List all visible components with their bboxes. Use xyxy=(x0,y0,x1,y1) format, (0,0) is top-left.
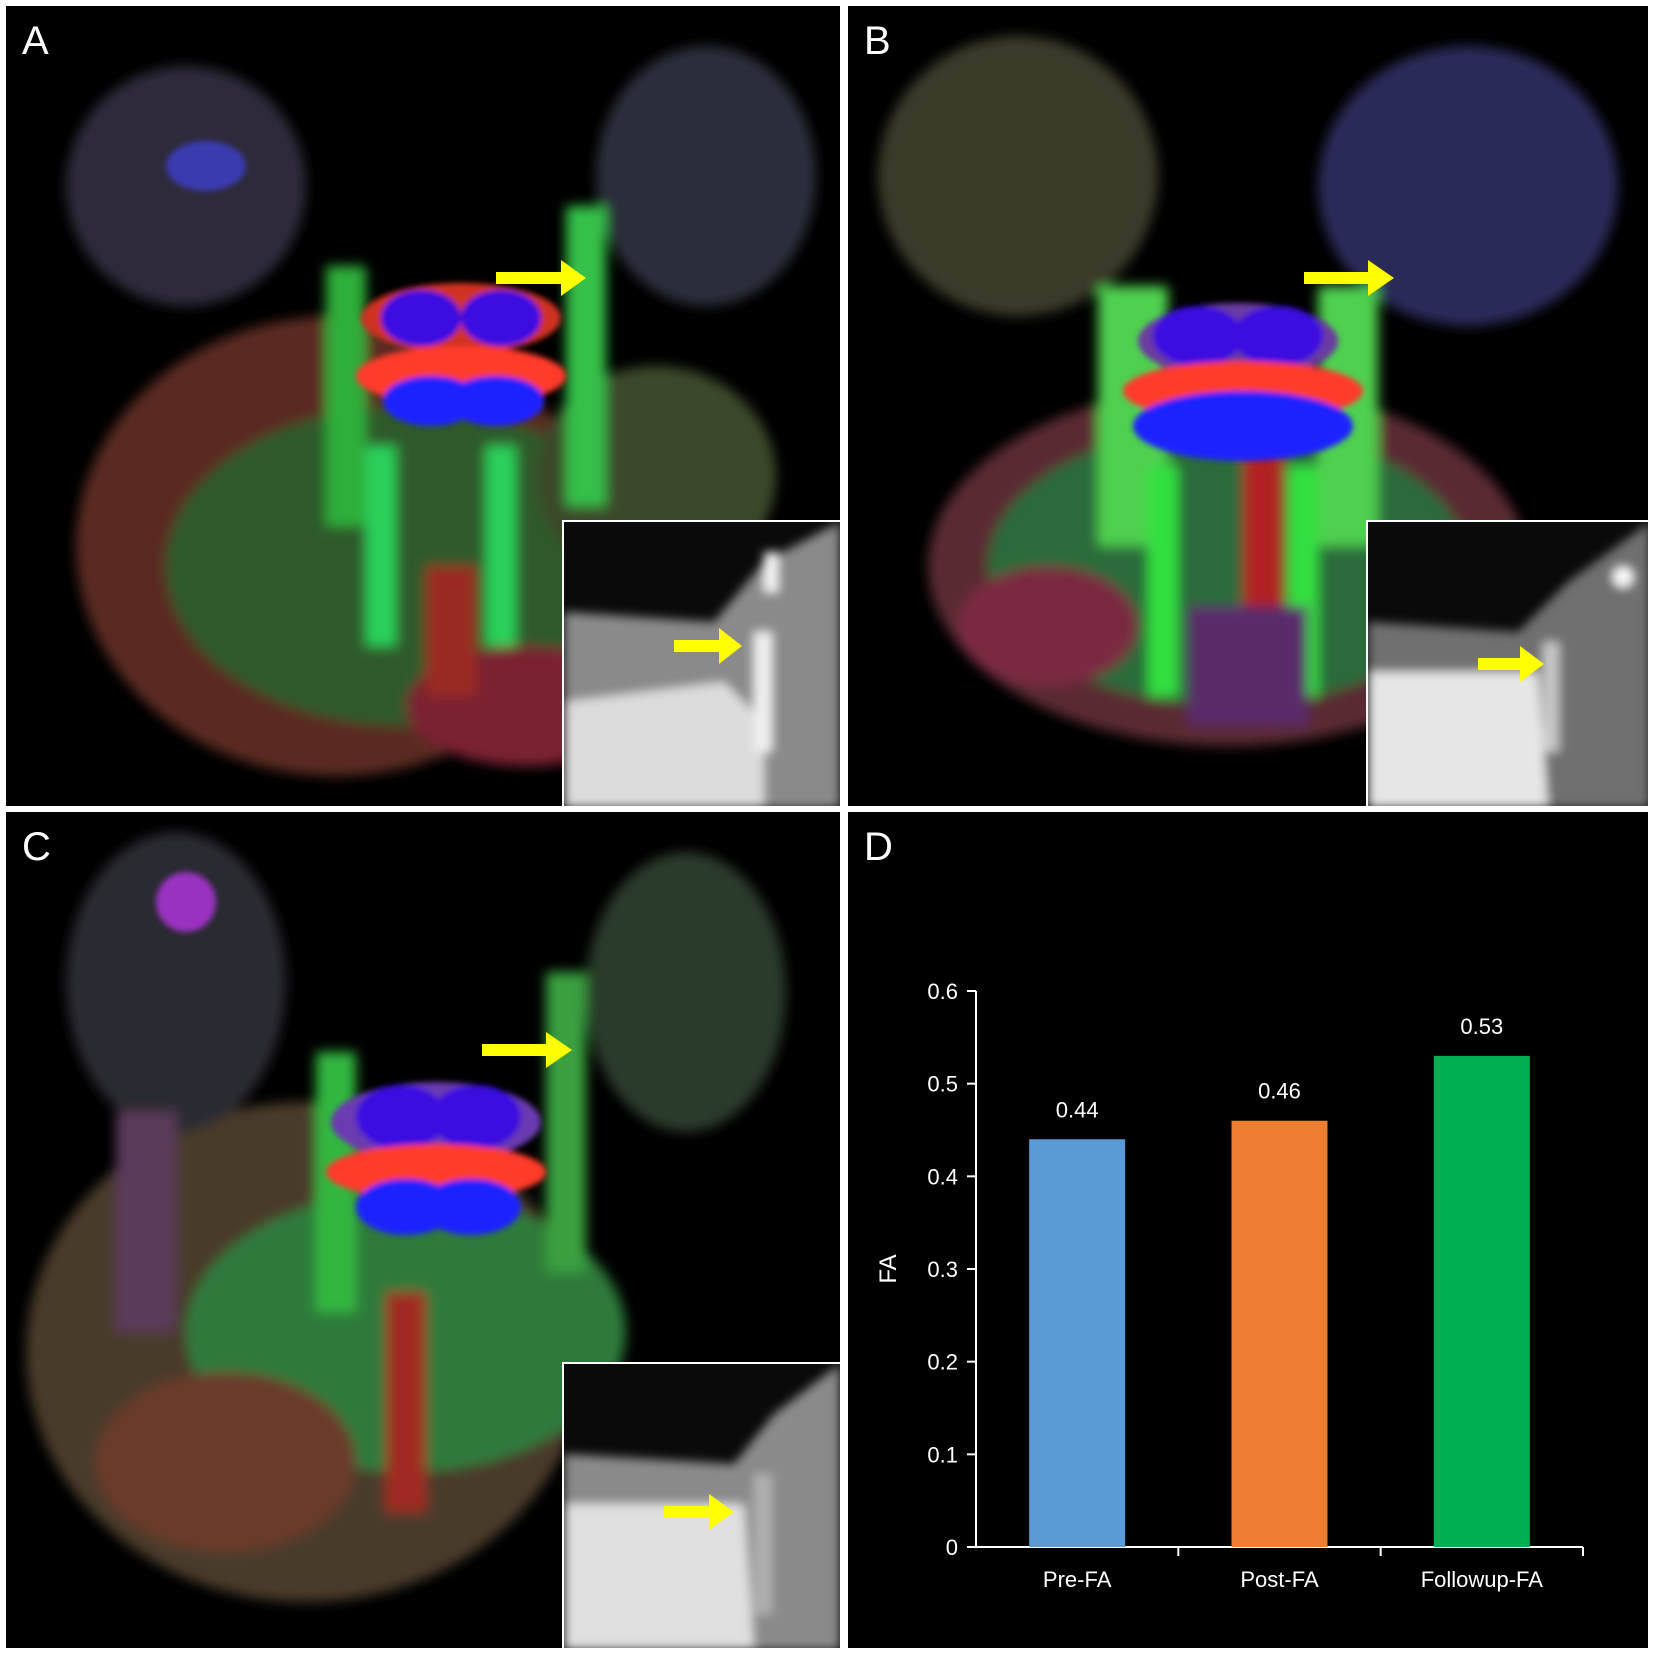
y-tick-label: 0.1 xyxy=(927,1442,958,1467)
y-axis-label: FA xyxy=(875,1254,902,1283)
panel-c: C xyxy=(6,812,840,1648)
arrow-icon xyxy=(1304,260,1394,296)
bar-post-fa xyxy=(1231,1120,1328,1547)
panel-d: 0 0.1 0.2 0.3 0.4 0.5 0.6 FA 0.44 Pre-FA 0.46 Post-… xyxy=(848,812,1648,1648)
arrow-icon xyxy=(664,1494,734,1530)
dti-colormap-image-a xyxy=(66,46,816,776)
panel-label: A xyxy=(22,19,49,63)
y-tick-label: 0.3 xyxy=(927,1257,958,1282)
arrow-icon xyxy=(1478,646,1544,682)
x-tick-label: Post-FA xyxy=(1240,1567,1319,1592)
panel-a: A xyxy=(6,6,840,806)
y-tick-label: 0 xyxy=(946,1535,958,1560)
arrow-icon xyxy=(482,1032,572,1068)
y-tick-label: 0.6 xyxy=(927,979,958,1004)
y-tick-label: 0.5 xyxy=(927,1072,958,1097)
panel-b: B xyxy=(848,6,1648,806)
data-label: 0.46 xyxy=(1258,1079,1301,1104)
fa-bar-chart: 0 0.1 0.2 0.3 0.4 0.5 0.6 FA 0.44 Pre-FA 0.46 Post-… xyxy=(875,979,1584,1592)
data-label: 0.53 xyxy=(1460,1014,1503,1039)
panel-label: D xyxy=(864,825,893,869)
x-tick-label: Followup-FA xyxy=(1421,1567,1544,1592)
inset-grayscale-a xyxy=(562,520,840,806)
y-tick-label: 0.4 xyxy=(927,1164,958,1189)
data-label: 0.44 xyxy=(1056,1097,1099,1122)
panel-label: C xyxy=(22,825,51,869)
dti-colormap-image-c xyxy=(26,832,786,1602)
x-tick-label: Pre-FA xyxy=(1043,1567,1112,1592)
panel-label: B xyxy=(864,19,891,63)
inset-grayscale-c xyxy=(562,1362,840,1648)
bar-followup-fa xyxy=(1433,1055,1530,1547)
y-tick-label: 0.2 xyxy=(927,1350,958,1375)
arrow-icon xyxy=(496,260,586,296)
inset-grayscale-b xyxy=(1366,520,1648,806)
arrow-icon xyxy=(674,628,742,664)
bar-pre-fa xyxy=(1029,1139,1126,1547)
